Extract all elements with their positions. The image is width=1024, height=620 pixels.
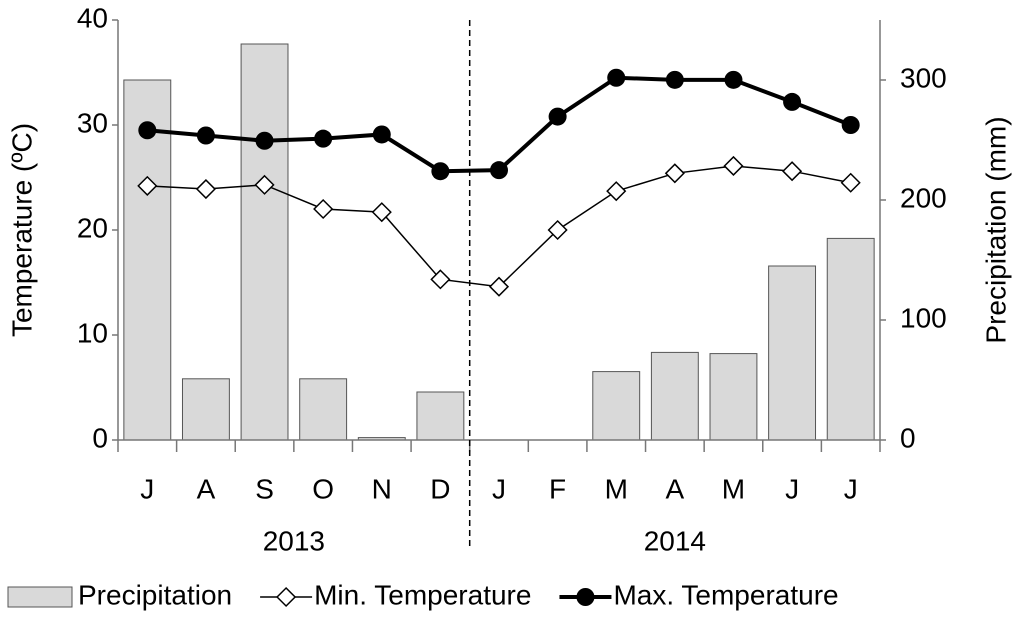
marker (548, 107, 567, 126)
x-tick-label: J (844, 473, 858, 504)
marker (431, 162, 450, 181)
marker (430, 269, 451, 290)
y-tick-label: 30 (77, 107, 108, 138)
bar (592, 371, 641, 441)
marker (488, 276, 510, 297)
x-tick-label: N (372, 473, 392, 504)
x-tick-label: M (605, 473, 628, 504)
marker (254, 174, 275, 195)
marker (490, 161, 508, 180)
marker (782, 161, 803, 182)
marker (314, 129, 333, 148)
x-tick-label: F (549, 473, 566, 504)
x-tick-label: M (722, 473, 745, 504)
bar (709, 353, 758, 441)
x-tick-label: O (312, 473, 334, 504)
bar (123, 79, 172, 441)
marker (195, 178, 216, 200)
bar (299, 378, 348, 441)
x-tick-label: S (255, 473, 274, 504)
y2-tick-label: 300 (900, 62, 947, 93)
marker (371, 202, 392, 223)
bar (650, 351, 699, 441)
marker (372, 125, 391, 144)
year-label: 2013 (263, 525, 325, 556)
y2-tick-label: 200 (900, 182, 947, 213)
marker (606, 181, 627, 202)
year-label: 2014 (644, 525, 706, 556)
y-tick-label: 20 (77, 212, 108, 243)
bar (181, 378, 230, 441)
y2-tick-label: 0 (900, 422, 916, 453)
marker (783, 92, 802, 111)
marker (840, 172, 861, 193)
x-tick-label: J (785, 473, 799, 504)
legend-label: Min. Temperature (314, 579, 531, 610)
y2-tick-label: 100 (900, 302, 947, 333)
marker (196, 126, 215, 145)
marker (724, 70, 743, 89)
legend-label: Precipitation (78, 579, 232, 610)
x-tick-label: J (140, 473, 154, 504)
x-tick-label: A (666, 473, 685, 504)
legend-swatch (7, 586, 73, 608)
x-tick-label: J (492, 473, 506, 504)
x-tick-label: D (430, 473, 450, 504)
marker (138, 121, 157, 140)
marker (664, 163, 685, 184)
marker (723, 155, 744, 177)
marker (313, 198, 334, 220)
marker (665, 70, 684, 89)
marker (137, 175, 158, 196)
marker (607, 68, 626, 87)
bar (768, 265, 817, 441)
bar (416, 391, 465, 441)
bar (826, 237, 875, 441)
marker (576, 588, 595, 606)
marker (547, 219, 568, 241)
y-tick-label: 0 (92, 422, 108, 453)
marker (276, 586, 297, 608)
y-tick-label: 40 (77, 2, 108, 33)
x-tick-label: A (197, 473, 216, 504)
bar (240, 43, 289, 441)
y-axis-label: Temperature (ºC) (6, 123, 37, 337)
marker (841, 116, 860, 134)
marker (255, 131, 274, 150)
y-tick-label: 10 (77, 317, 108, 348)
legend-label: Max. Temperature (613, 579, 838, 610)
y2-axis-label: Precipitation (mm) (980, 116, 1011, 343)
